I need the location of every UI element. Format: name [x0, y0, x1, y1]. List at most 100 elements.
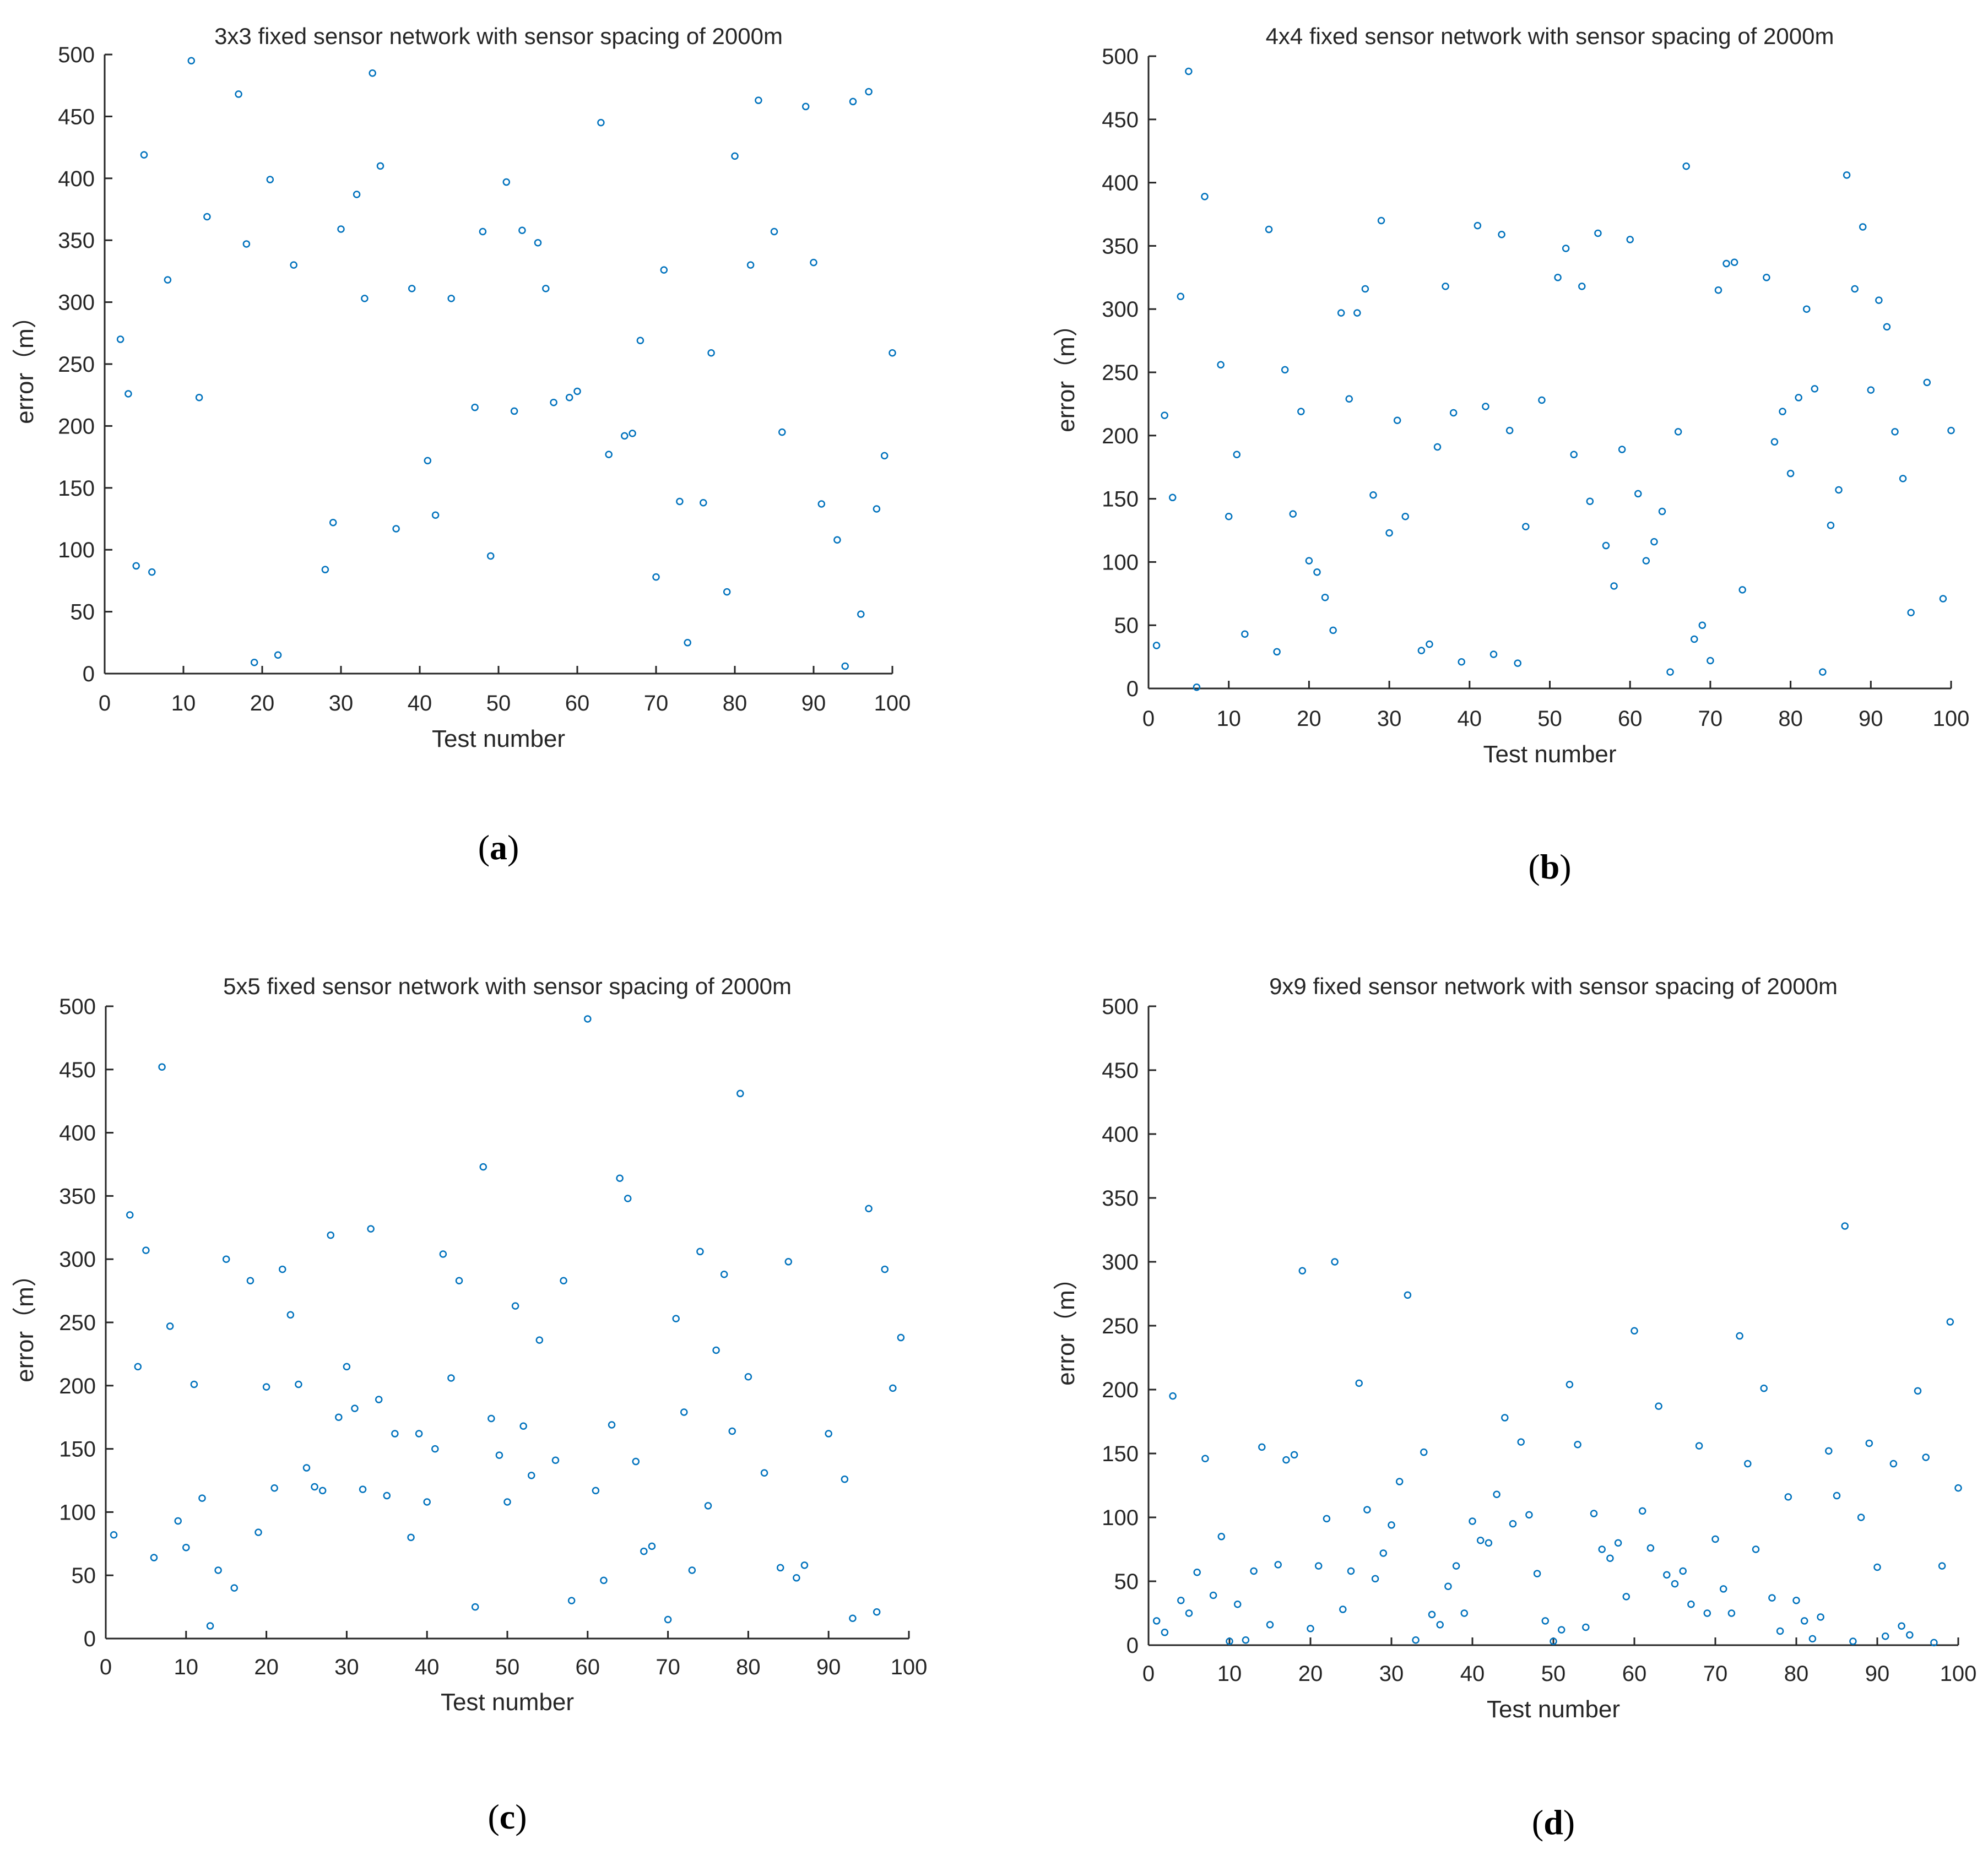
scatter-point — [182, 1543, 190, 1552]
scatter-point — [1875, 296, 1883, 304]
scatter-point — [431, 1445, 439, 1453]
scatter-point — [1469, 1517, 1476, 1525]
scatter-point — [608, 1421, 616, 1429]
y-tick-label: 300 — [58, 291, 95, 315]
scatter-point — [1371, 1575, 1379, 1583]
scatter-point — [1323, 1515, 1331, 1523]
scatter-point — [736, 1089, 744, 1098]
scatter-point — [318, 1487, 327, 1495]
scatter-point — [1404, 1291, 1412, 1299]
scatter-point — [408, 285, 416, 292]
scatter-point — [148, 568, 156, 576]
scatter-point — [1634, 490, 1642, 498]
x-axis-label: Test number — [1487, 1696, 1620, 1723]
x-tick-label: 90 — [816, 1655, 841, 1679]
scatter-point — [624, 1195, 632, 1202]
scatter-point — [841, 1475, 849, 1483]
x-tick-label: 0 — [99, 691, 111, 715]
scatter-point — [1907, 609, 1915, 616]
scatter-point — [632, 1457, 640, 1466]
scatter-point — [198, 1494, 206, 1502]
scatter-point — [636, 337, 644, 345]
scatter-point — [132, 562, 140, 570]
scatter-point — [1388, 1521, 1395, 1529]
scatter-point — [1493, 1490, 1501, 1498]
scatter-point — [707, 349, 715, 357]
scatter-point — [1760, 1384, 1768, 1392]
scatter-point — [889, 1384, 897, 1392]
scatter-point — [1460, 1609, 1469, 1617]
x-tick-label: 80 — [723, 691, 747, 715]
scatter-point — [664, 1615, 672, 1624]
scatter-point — [1939, 595, 1947, 603]
scatter-point — [1646, 1544, 1655, 1552]
scatter-point — [1489, 650, 1498, 658]
scatter-point — [700, 499, 707, 507]
scatter-point — [1586, 497, 1594, 505]
scatter-point — [1570, 451, 1578, 458]
scatter-point — [1250, 1567, 1258, 1575]
scatter-point — [1501, 1414, 1509, 1422]
scatter-point — [274, 651, 282, 659]
scatter-point — [479, 1163, 487, 1171]
scatter-point — [1169, 1392, 1177, 1400]
y-tick-label: 450 — [58, 105, 95, 129]
chart-title: 4x4 fixed sensor network with sensor spa… — [1266, 23, 1834, 49]
scatter-point — [1305, 557, 1313, 565]
scatter-point — [510, 407, 518, 415]
y-tick-label: 350 — [58, 229, 95, 253]
y-tick-label: 250 — [1102, 361, 1139, 385]
x-tick-label: 80 — [736, 1655, 761, 1679]
scatter-point — [190, 1380, 198, 1388]
scatter-point — [801, 102, 810, 111]
scatter-point — [527, 1472, 535, 1479]
scatter-point — [242, 240, 251, 248]
scatter-point — [286, 1311, 295, 1319]
y-axis-label: error（m） — [1053, 312, 1080, 432]
scatter-point — [126, 1211, 134, 1219]
scatter-point — [1594, 229, 1602, 237]
scatter-point — [873, 1608, 881, 1616]
scatter-point — [1618, 446, 1626, 453]
scatter-point — [648, 1542, 656, 1550]
scatter-point — [1458, 658, 1465, 666]
scatter-point — [1614, 1539, 1622, 1547]
scatter-point — [1193, 1569, 1201, 1576]
scatter-point — [1898, 1622, 1905, 1630]
scatter-point — [1574, 1441, 1581, 1449]
scatter-point — [1851, 285, 1859, 293]
x-tick-label: 30 — [1377, 707, 1402, 731]
scatter-point — [235, 90, 242, 98]
x-tick-label: 70 — [1698, 707, 1723, 731]
scatter-point — [1428, 1610, 1436, 1619]
scatter-point — [825, 1430, 832, 1438]
scatter-point — [1891, 428, 1899, 436]
y-tick-label: 0 — [84, 1627, 96, 1651]
scatter-point — [1274, 1561, 1282, 1569]
y-tick-label: 200 — [59, 1374, 96, 1398]
scatter-point — [534, 238, 542, 247]
scatter-point — [1379, 1549, 1388, 1557]
scatter-point — [1209, 1591, 1217, 1599]
scatter-point — [1329, 626, 1337, 634]
scatter-point — [1802, 305, 1811, 313]
scatter-point — [479, 227, 487, 236]
scatter-point — [1792, 1597, 1800, 1604]
scatter-point — [279, 1265, 286, 1273]
scatter-point — [1763, 274, 1770, 281]
x-tick-label: 10 — [174, 1655, 199, 1679]
scatter-point — [1819, 668, 1827, 676]
scatter-point — [1314, 1562, 1323, 1570]
scatter-point — [865, 1205, 873, 1213]
scatter-point — [1687, 1601, 1695, 1608]
x-tick-label: 50 — [486, 691, 511, 715]
scatter-point — [1914, 1387, 1922, 1395]
scatter-point — [1606, 1554, 1614, 1562]
x-tick-label: 20 — [1297, 707, 1321, 731]
scatter-point — [270, 1484, 278, 1492]
scatter-point — [1835, 486, 1843, 494]
x-axis-label: Test number — [432, 725, 565, 752]
y-axis-label: error（m） — [1053, 1266, 1080, 1386]
scatter-point — [688, 1566, 696, 1574]
